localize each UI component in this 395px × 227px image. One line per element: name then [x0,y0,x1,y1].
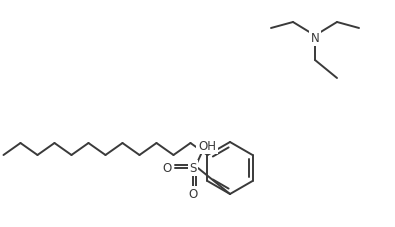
Text: O: O [162,161,171,175]
Text: O: O [188,188,198,200]
Text: S: S [189,161,197,175]
Text: OH: OH [198,140,216,153]
Text: N: N [310,32,320,44]
